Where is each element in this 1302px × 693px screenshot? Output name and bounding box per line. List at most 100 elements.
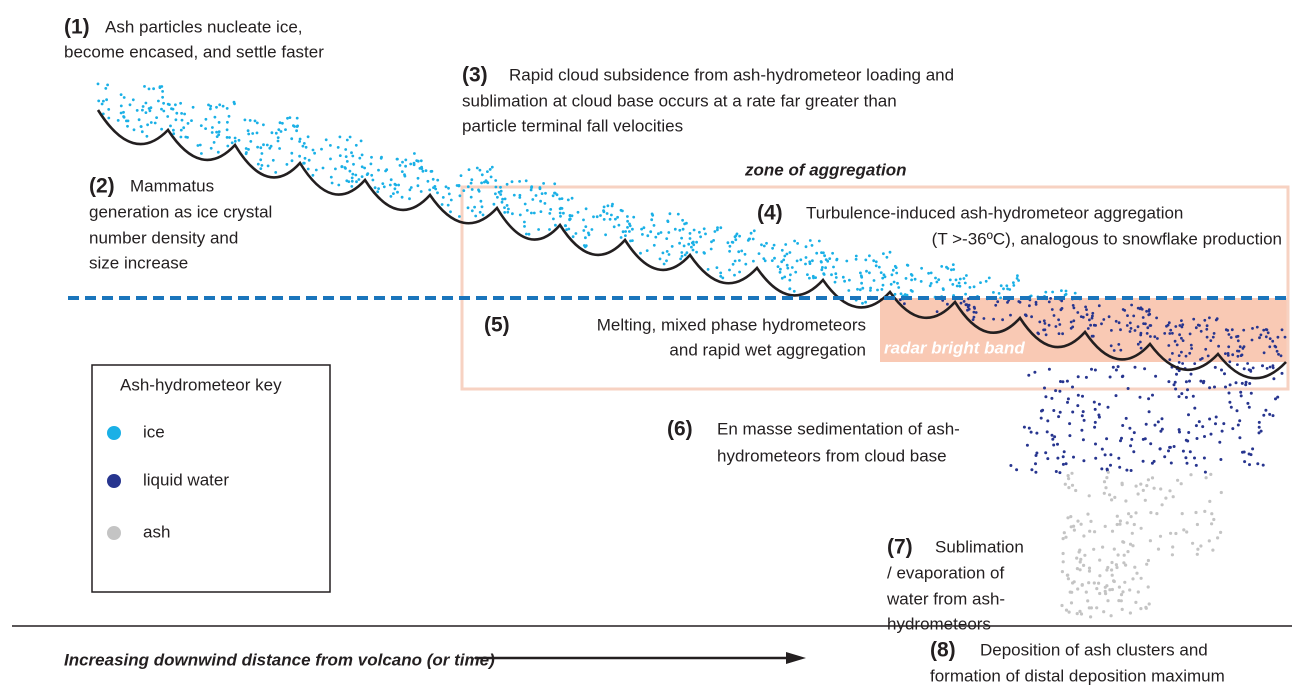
particle xyxy=(1180,392,1184,396)
particle xyxy=(1163,455,1167,459)
particle xyxy=(168,103,171,106)
particle xyxy=(1108,493,1112,497)
particle xyxy=(1210,522,1214,526)
particle xyxy=(480,181,483,185)
particle xyxy=(1057,332,1061,335)
particle xyxy=(1139,482,1143,486)
particle xyxy=(505,204,509,207)
particle xyxy=(869,289,872,292)
particle xyxy=(1126,550,1130,554)
particle xyxy=(1017,279,1020,282)
particle xyxy=(1145,484,1149,488)
particle xyxy=(1087,494,1091,498)
particle xyxy=(348,169,352,173)
particle xyxy=(1227,391,1231,395)
particle xyxy=(763,259,767,263)
particle xyxy=(1145,332,1149,335)
particle xyxy=(604,233,607,237)
particle xyxy=(728,249,731,253)
particle xyxy=(354,173,358,177)
particle xyxy=(141,105,145,108)
particle xyxy=(1205,324,1209,328)
particle xyxy=(1084,305,1087,309)
particle xyxy=(419,159,423,163)
particle xyxy=(1187,413,1190,417)
particle xyxy=(256,162,260,166)
particle xyxy=(1059,380,1062,383)
particle xyxy=(1034,300,1038,304)
particle xyxy=(1184,438,1188,442)
particle xyxy=(709,247,713,251)
particle xyxy=(1195,552,1199,556)
particle xyxy=(480,173,484,177)
particle xyxy=(1119,328,1122,332)
particle xyxy=(102,99,105,103)
particle xyxy=(1271,339,1275,343)
particle xyxy=(1082,563,1086,568)
particle xyxy=(1109,344,1113,348)
particle xyxy=(389,195,393,198)
particle xyxy=(1251,366,1255,370)
step-text: hydrometeors xyxy=(887,614,991,633)
particle xyxy=(748,237,751,241)
particle xyxy=(1110,587,1114,592)
particle xyxy=(929,271,933,275)
particle xyxy=(793,239,796,243)
particle xyxy=(666,220,670,224)
particle xyxy=(544,191,547,195)
particle xyxy=(1083,553,1087,557)
particle xyxy=(245,151,248,154)
particle xyxy=(847,289,851,292)
particle xyxy=(144,111,148,114)
zone-box xyxy=(460,185,1290,391)
particle xyxy=(329,175,333,179)
particle xyxy=(1104,486,1108,490)
particle xyxy=(1129,327,1133,330)
particle xyxy=(1215,317,1219,321)
particle xyxy=(1108,588,1112,592)
particle xyxy=(667,253,671,256)
particle xyxy=(259,146,263,150)
particle xyxy=(1194,510,1198,515)
particle xyxy=(1223,372,1226,376)
particle xyxy=(1056,456,1060,460)
particle xyxy=(1205,327,1209,331)
particle xyxy=(1060,289,1063,292)
particle xyxy=(772,243,776,247)
particle xyxy=(246,129,250,133)
particle xyxy=(409,162,413,166)
particle xyxy=(567,227,571,231)
particle xyxy=(1131,544,1135,548)
particle xyxy=(496,195,499,199)
particle xyxy=(209,104,213,108)
particle xyxy=(1069,326,1073,330)
particle xyxy=(1276,395,1280,399)
particle xyxy=(1043,386,1046,390)
particle xyxy=(1175,343,1179,347)
particle xyxy=(1180,336,1183,340)
particle xyxy=(661,251,665,255)
step-number: (8) xyxy=(930,639,956,662)
particle xyxy=(1136,325,1140,329)
particle xyxy=(1268,345,1272,349)
particle xyxy=(1098,558,1102,562)
particle xyxy=(971,318,975,321)
particle xyxy=(749,231,753,235)
particle xyxy=(965,303,969,307)
particle xyxy=(1220,429,1224,433)
particle xyxy=(957,281,961,285)
particle xyxy=(1158,447,1162,451)
particle xyxy=(1072,528,1076,532)
particle xyxy=(1194,326,1198,330)
particle xyxy=(1106,470,1110,474)
particle xyxy=(1005,284,1009,288)
particle xyxy=(338,135,342,139)
particle xyxy=(225,136,229,139)
particle xyxy=(626,215,629,218)
particle xyxy=(972,305,976,309)
particle xyxy=(380,155,383,159)
particle xyxy=(1228,360,1232,364)
particle xyxy=(1097,304,1101,308)
particle xyxy=(243,118,247,122)
particle xyxy=(1235,335,1238,339)
